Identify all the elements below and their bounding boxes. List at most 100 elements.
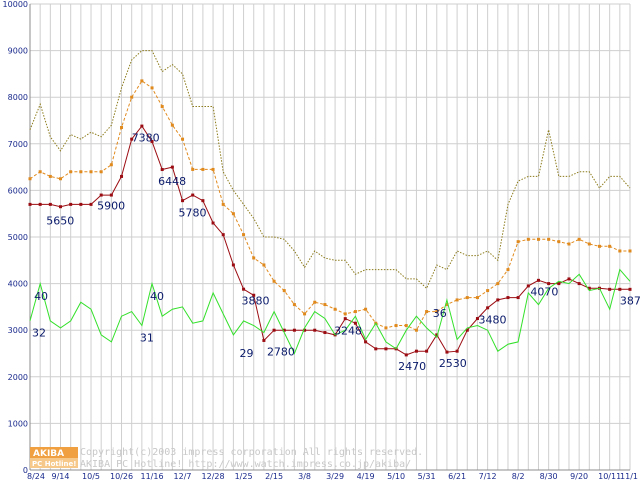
series-2-point	[262, 338, 266, 342]
series-1-point	[303, 312, 307, 316]
series-2-point	[109, 193, 113, 197]
series-1-point	[79, 170, 83, 174]
x-tick-label: 4/19	[357, 472, 375, 480]
series-1-point	[181, 137, 185, 141]
series-1-point	[191, 167, 195, 171]
series-2-point	[150, 139, 154, 143]
series-2-point	[313, 328, 317, 332]
gridlines	[29, 3, 631, 471]
series-2-point	[516, 296, 520, 300]
series-2-point	[364, 340, 368, 344]
series-1-point	[170, 123, 174, 127]
series-1-point	[455, 298, 459, 302]
y-tick-label: 6000	[8, 186, 28, 195]
series-1-point	[211, 167, 215, 171]
data-label: 3877	[620, 294, 640, 307]
series-1-point	[435, 310, 439, 314]
series-2-point	[191, 193, 195, 197]
series-1-point	[201, 167, 205, 171]
series-line-2	[30, 125, 630, 356]
data-label: 3880	[242, 294, 270, 307]
copyright-line1: Copyright(c)2003 impress corporation All…	[80, 447, 423, 458]
logo-top-block	[30, 447, 78, 458]
series-2-point	[445, 350, 449, 354]
series-2-point	[130, 137, 134, 141]
x-axis-tick-labels: 8/24 9/14 10/5 10/26 11/16 12/7 12/28 1/25 2/15 3…	[27, 472, 638, 480]
series-2-point	[557, 282, 561, 286]
data-label: 32	[32, 327, 46, 340]
x-tick-label: 10/26	[110, 472, 133, 480]
y-tick-label: 8000	[8, 93, 28, 102]
data-label: 29	[239, 347, 253, 360]
series-1-point	[231, 212, 235, 216]
series-2-point	[282, 328, 286, 332]
series-1-point	[59, 177, 63, 181]
copyright-line2: AKIBA PC Hotline! http://www.watch.impre…	[80, 459, 411, 470]
series-2-point	[384, 347, 388, 351]
series-1-point	[475, 296, 479, 300]
series-2-point	[425, 349, 429, 353]
series-2-point	[496, 298, 500, 302]
series-1-point	[48, 174, 52, 178]
series-line-0	[29, 50, 631, 290]
series-2-point	[404, 353, 408, 357]
x-tick-label: 7/12	[479, 472, 497, 480]
series-2-point	[28, 202, 32, 206]
series-2-point	[69, 202, 73, 206]
x-tick-label: 11/1	[620, 472, 638, 480]
data-label: 31	[140, 331, 154, 344]
series-1-point	[364, 307, 368, 311]
x-tick-label: 1/25	[235, 472, 253, 480]
series-2-point	[272, 328, 276, 332]
series-1-point	[486, 289, 490, 293]
series-1-point	[597, 244, 601, 248]
data-label: 4070	[530, 286, 558, 299]
y-tick-label: 0	[23, 466, 28, 475]
x-tick-label: 8/24	[27, 472, 45, 480]
series-1-point	[313, 300, 317, 304]
series-1-point	[557, 240, 561, 244]
logo-line2: PC Hotline!	[32, 460, 76, 468]
series-1-point	[425, 310, 429, 314]
series-line-3	[29, 268, 631, 355]
watermark: AKIBA PC Hotline! Copyright(c)2003 impre…	[30, 447, 423, 470]
series-2-point	[89, 202, 93, 206]
series-1-point	[28, 177, 32, 181]
data-label: 2530	[439, 357, 467, 370]
data-label: 3480	[478, 314, 506, 327]
series-1-point	[252, 256, 256, 260]
series-1-point	[465, 296, 469, 300]
series-1-point	[608, 244, 612, 248]
x-tick-label: 12/28	[202, 472, 225, 480]
x-tick-label: 3/29	[326, 472, 344, 480]
data-label: 6448	[158, 175, 186, 188]
series-line-1	[29, 80, 630, 331]
x-tick-label: 10/11	[598, 472, 621, 480]
series-1-point	[150, 86, 154, 90]
x-tick-label: 2/15	[265, 472, 283, 480]
series-1-point	[516, 240, 520, 244]
y-tick-label: 5000	[8, 233, 28, 242]
data-label: 2470	[398, 360, 426, 373]
series-1-point	[343, 312, 347, 316]
series-1-point	[404, 324, 408, 328]
series-1-point	[292, 303, 296, 307]
series-2-point	[292, 328, 296, 332]
series-2-point	[475, 317, 479, 321]
series-1-point	[506, 268, 510, 272]
data-label: 5650	[46, 214, 74, 227]
series-2-point	[303, 328, 307, 332]
series-1-point	[272, 279, 276, 283]
series-2-point	[211, 221, 215, 225]
data-label: 7380	[132, 131, 160, 144]
series-2-point	[587, 286, 591, 290]
series-2-point	[536, 278, 540, 282]
series-2-point	[252, 293, 256, 297]
x-tick-label: 11/16	[141, 472, 164, 480]
series-2-point	[242, 287, 246, 291]
series-group	[28, 50, 632, 357]
series-1-point	[262, 263, 266, 267]
series-2-point	[99, 193, 103, 197]
series-2-point	[455, 349, 459, 353]
series-2-point	[79, 202, 83, 206]
